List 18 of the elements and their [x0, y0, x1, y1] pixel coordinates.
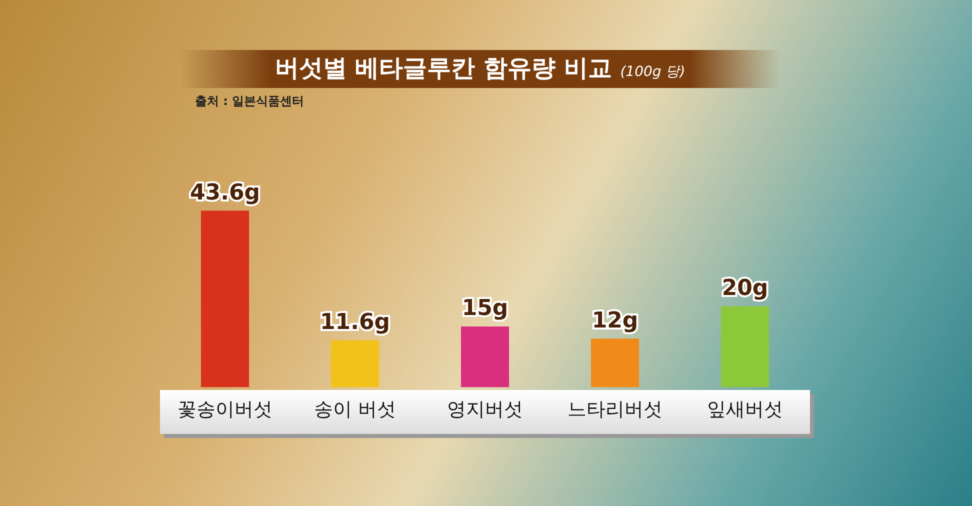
chart-title: 버섯별 베타글루칸 함유량 비교	[274, 54, 612, 82]
data-label: 11.6g	[320, 310, 390, 335]
data-label: 12g	[592, 308, 638, 334]
bar	[330, 340, 380, 388]
chart-subtitle: (100g 당)	[620, 64, 686, 80]
data-label: 15g	[462, 296, 508, 322]
data-label: 20g	[722, 276, 768, 301]
x-tick-label: 잎새버섯	[707, 398, 783, 421]
x-tick-label: 꽃송이버섯	[178, 398, 272, 421]
x-tick-label: 영지버섯	[447, 398, 523, 421]
bar	[200, 210, 250, 388]
source-note: 출처 : 일본식품센터	[195, 93, 304, 110]
bar	[460, 326, 510, 388]
x-tick-label: 송이 버섯	[314, 398, 396, 421]
bar	[590, 338, 640, 388]
x-tick-label: 느타리버섯	[568, 398, 662, 421]
bar	[720, 306, 770, 388]
data-label: 43.6g	[190, 180, 260, 206]
